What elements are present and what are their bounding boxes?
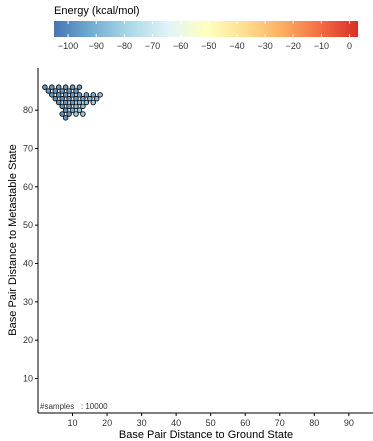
data-point <box>66 111 72 117</box>
data-point <box>52 95 59 102</box>
data-point <box>62 107 69 113</box>
data-point <box>93 95 100 102</box>
data-point <box>80 103 86 110</box>
x-tick-label: 70 <box>275 418 285 428</box>
data-point <box>62 84 69 90</box>
data-point <box>49 92 55 98</box>
colorbar-tick-label: 0 <box>347 41 352 51</box>
data-point <box>59 88 65 94</box>
y-tick-label: 70 <box>23 144 33 154</box>
colorbar-tick-label: −70 <box>145 41 160 51</box>
legend-title: Energy (kcal/mol) <box>54 5 140 17</box>
data-point <box>59 111 65 117</box>
samples-annotation: #samples : 10000 <box>40 402 108 411</box>
data-point <box>59 103 65 110</box>
colorbar-tick-label: −80 <box>117 41 132 51</box>
data-point <box>87 95 93 102</box>
data-point <box>69 107 76 113</box>
data-point <box>62 99 69 106</box>
colorbar-tick-label: −30 <box>257 41 272 51</box>
x-tick-label: 20 <box>102 418 112 428</box>
x-tick-label: 30 <box>137 418 147 428</box>
x-tick-label: 10 <box>68 418 78 428</box>
x-tick-label: 60 <box>240 418 250 428</box>
data-point <box>66 95 72 102</box>
y-tick-label: 50 <box>23 220 33 230</box>
data-point <box>69 84 76 90</box>
x-axis-label: Base Pair Distance to Ground State <box>119 429 293 441</box>
data-point <box>73 95 79 102</box>
data-point <box>76 107 83 113</box>
data-point <box>97 92 103 98</box>
plot-points <box>42 84 103 121</box>
data-point <box>69 99 76 106</box>
data-point <box>49 84 55 90</box>
data-point <box>73 111 79 117</box>
data-point <box>55 92 62 98</box>
data-point <box>52 88 59 94</box>
colorbar-tick-label: −90 <box>89 41 104 51</box>
data-point <box>80 111 86 117</box>
colorbar-tick-label: −50 <box>201 41 216 51</box>
colorbar-tick-label: −60 <box>173 41 188 51</box>
x-tick-label: 40 <box>171 418 181 428</box>
colorbar-tick-label: −40 <box>229 41 244 51</box>
x-tick-label: 80 <box>309 418 319 428</box>
data-point <box>73 88 79 94</box>
data-point <box>69 92 76 98</box>
data-point <box>73 103 79 110</box>
y-tick-label: 30 <box>23 297 33 307</box>
data-point <box>76 92 83 98</box>
data-point <box>55 99 62 106</box>
y-axis-ticks: 10 20 30 40 50 60 70 80 <box>23 105 38 384</box>
colorbar-ticks: −100 −90 −80 −70 −60 −50 −40 −30 −20 −10 0 <box>58 21 352 51</box>
data-point <box>90 99 97 106</box>
data-point <box>66 88 72 94</box>
data-point <box>83 92 90 98</box>
data-point <box>80 95 86 102</box>
colorbar-tick-label: −10 <box>314 41 329 51</box>
colorbar-tick-label: −20 <box>286 41 301 51</box>
data-point <box>42 84 48 90</box>
y-axis-label: Base Pair Distance to Metastable State <box>7 144 19 335</box>
y-tick-label: 60 <box>23 182 33 192</box>
data-point <box>76 84 83 90</box>
colorbar-tick-label: −100 <box>58 41 78 51</box>
data-point <box>66 103 72 110</box>
data-point <box>83 99 90 106</box>
x-tick-label: 50 <box>206 418 216 428</box>
data-point <box>76 99 83 106</box>
x-tick-label: 90 <box>344 418 354 428</box>
data-point <box>62 115 69 121</box>
data-point <box>90 92 97 98</box>
y-tick-label: 80 <box>23 105 33 115</box>
data-point <box>59 95 65 102</box>
y-tick-label: 40 <box>23 259 33 269</box>
data-point <box>45 88 52 94</box>
colorbar <box>54 21 358 37</box>
data-point <box>62 92 69 98</box>
x-axis-ticks: 10 20 30 40 50 60 70 80 90 <box>68 413 354 428</box>
y-tick-label: 10 <box>23 374 33 384</box>
y-tick-label: 20 <box>23 335 33 345</box>
data-point <box>55 84 62 90</box>
